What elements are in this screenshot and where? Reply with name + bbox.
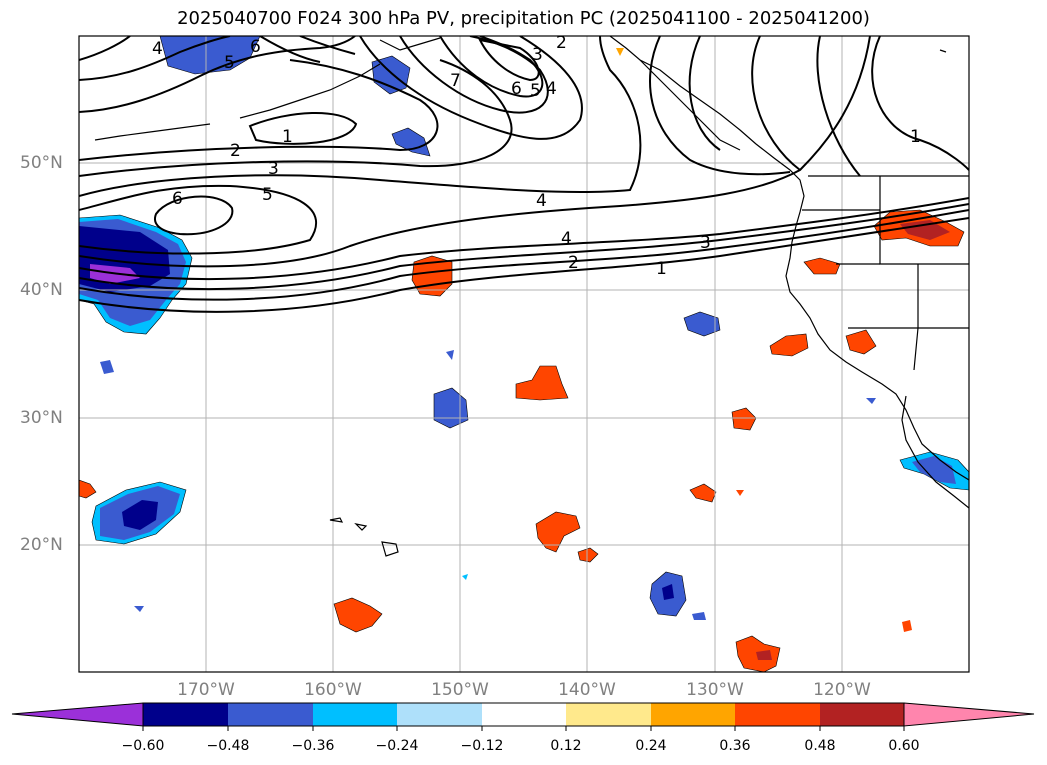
contour-label: 6 [250, 37, 261, 57]
contour-label: 5 [224, 53, 235, 73]
contour-label: 6 [511, 79, 522, 99]
contour-label: 7 [450, 71, 461, 91]
colorbar-tick-label: −0.24 [375, 738, 419, 754]
lat-label: 30°N [20, 408, 63, 428]
colorbar-tick-label: 0.60 [888, 738, 920, 754]
contour-label: 3 [268, 159, 279, 179]
contour-label: 2 [230, 141, 241, 161]
negative-precip-areas [79, 36, 969, 620]
map-title: 2025040700 F024 300 hPa PV, precipitatio… [177, 8, 870, 29]
colorbar-tick-label: −0.36 [291, 738, 335, 754]
contour-label: 5 [262, 185, 273, 205]
pv-contours [79, 36, 969, 313]
colorbar-tick-label: 0.48 [804, 738, 836, 754]
lat-label: 40°N [20, 280, 63, 300]
positive-precip-areas [79, 48, 965, 672]
contour-label: 2 [556, 33, 567, 53]
contour-label: 1 [910, 127, 921, 147]
contour-label: 3 [700, 233, 711, 253]
contour-label: 4 [152, 39, 163, 59]
contour-label: 1 [656, 259, 667, 279]
contour-label: 6 [172, 189, 183, 209]
map-frame [78, 35, 970, 673]
colorbar-tick-label: −0.12 [460, 738, 504, 754]
contour-labels: 4 5 6 1 2 3 6 5 4 4 3 2 1 7 6 5 4 3 2 1 [152, 33, 921, 279]
lon-label: 150°W [431, 680, 489, 700]
contour-label: 4 [561, 229, 572, 249]
contour-label: 5 [530, 81, 541, 101]
lon-label: 170°W [177, 680, 235, 700]
contour-label: 2 [568, 253, 579, 273]
contour-label: 4 [536, 191, 547, 211]
colorbar-tick-label: −0.60 [121, 738, 165, 754]
lon-label: 160°W [304, 680, 362, 700]
colorbar-tick-label: 0.12 [550, 738, 582, 754]
contour-label: 1 [282, 127, 293, 147]
colorbar [11, 702, 1035, 731]
colorbar-tick-label: 0.24 [635, 738, 667, 754]
lon-label: 140°W [558, 680, 616, 700]
lon-label: 130°W [686, 680, 744, 700]
lon-label: 120°W [813, 680, 871, 700]
lat-label: 50°N [20, 153, 63, 173]
gridlines [79, 36, 969, 672]
colorbar-tick-label: −0.48 [206, 738, 250, 754]
coastlines [94, 36, 969, 557]
contour-label: 4 [546, 79, 557, 99]
lat-label: 20°N [20, 535, 63, 555]
colorbar-tick-label: 0.36 [719, 738, 751, 754]
contour-label: 3 [532, 45, 543, 65]
